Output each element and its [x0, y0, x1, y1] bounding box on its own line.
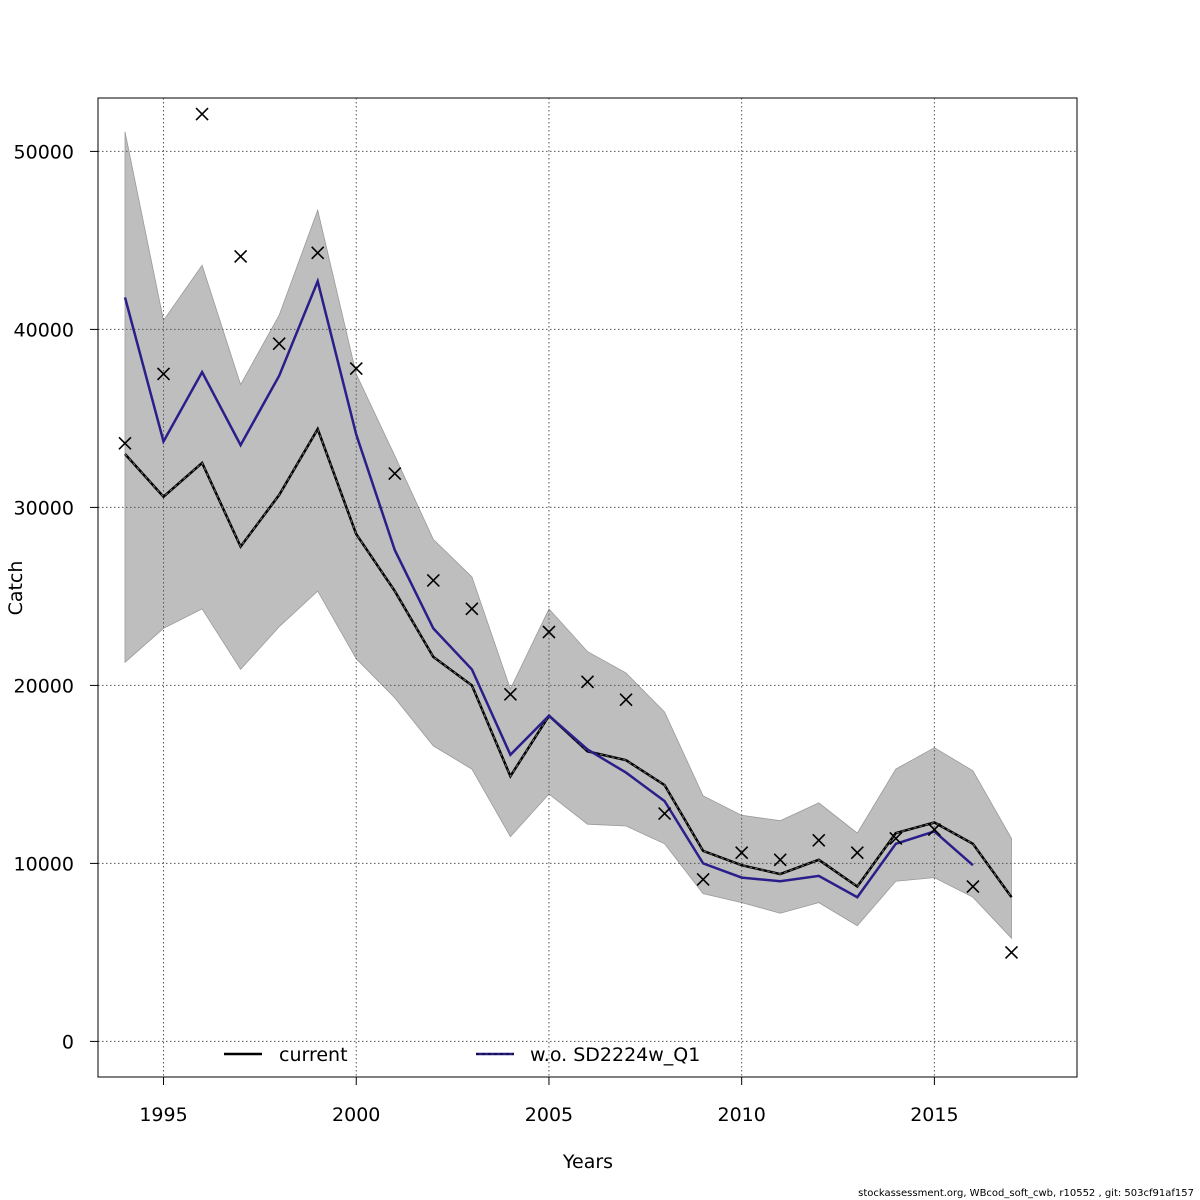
y-tick-label: 30000: [14, 497, 74, 519]
observed-point: [195, 107, 209, 121]
series-line-alt: [123, 277, 974, 899]
observed-point: [388, 467, 402, 481]
confidence-band-layer: [124, 131, 1012, 940]
observed-point: [773, 853, 787, 867]
confidence-band: [124, 131, 1012, 940]
observed-point: [311, 246, 325, 260]
series-layer: [123, 277, 1013, 899]
observed-point: [966, 879, 980, 894]
y-tick-label: 40000: [14, 319, 74, 341]
x-tick-label: 2015: [910, 1104, 958, 1126]
observed-point: [234, 249, 248, 263]
observed-point: [503, 687, 517, 701]
x-tick-label: 2005: [525, 1104, 573, 1126]
series-line-current-dash: [124, 428, 1012, 898]
x-tick-label: 2010: [717, 1104, 765, 1126]
footer-credit: stockassessment.org, WBcod_soft_cwb, r10…: [858, 1188, 1194, 1199]
x-tick-label: 2000: [332, 1104, 380, 1126]
observed-point: [426, 573, 440, 587]
observed-point: [658, 806, 672, 821]
legend-label-alt: w.o. SD2224w_Q1: [530, 1044, 700, 1066]
y-tick-label: 10000: [14, 853, 74, 875]
observed-point: [735, 846, 749, 860]
y-tick-label: 50000: [14, 141, 74, 163]
observed-point: [696, 872, 710, 886]
observed-point: [349, 361, 363, 376]
observed-point: [272, 337, 286, 351]
observed-points-layer: [118, 107, 1019, 959]
grid-layer: [98, 98, 1077, 1077]
y-axis-title: Catch: [5, 561, 27, 616]
x-tick-label: 1995: [139, 1104, 187, 1126]
observed-point: [542, 625, 556, 639]
observed-point: [1004, 945, 1019, 959]
observed-point: [927, 823, 941, 837]
observed-point: [850, 846, 864, 860]
axes-layer: 1995 2000 2005 2010 2015 0 10000 20000 30000 4000…: [14, 141, 959, 1126]
legend-label-current: current: [279, 1044, 348, 1066]
observed-point: [465, 602, 479, 616]
y-tick-label: 20000: [14, 675, 74, 697]
observed-point: [118, 436, 132, 450]
observed-point: [580, 675, 595, 689]
observed-point: [889, 831, 903, 846]
y-tick-label: 0: [62, 1031, 74, 1053]
x-axis-title: Years: [562, 1151, 613, 1173]
observed-point: [619, 693, 633, 707]
observed-point: [156, 367, 171, 381]
legend: current w.o. SD2224w_Q1: [224, 1044, 700, 1066]
plot-frame: [97, 97, 1078, 1078]
observed-point: [812, 833, 826, 847]
